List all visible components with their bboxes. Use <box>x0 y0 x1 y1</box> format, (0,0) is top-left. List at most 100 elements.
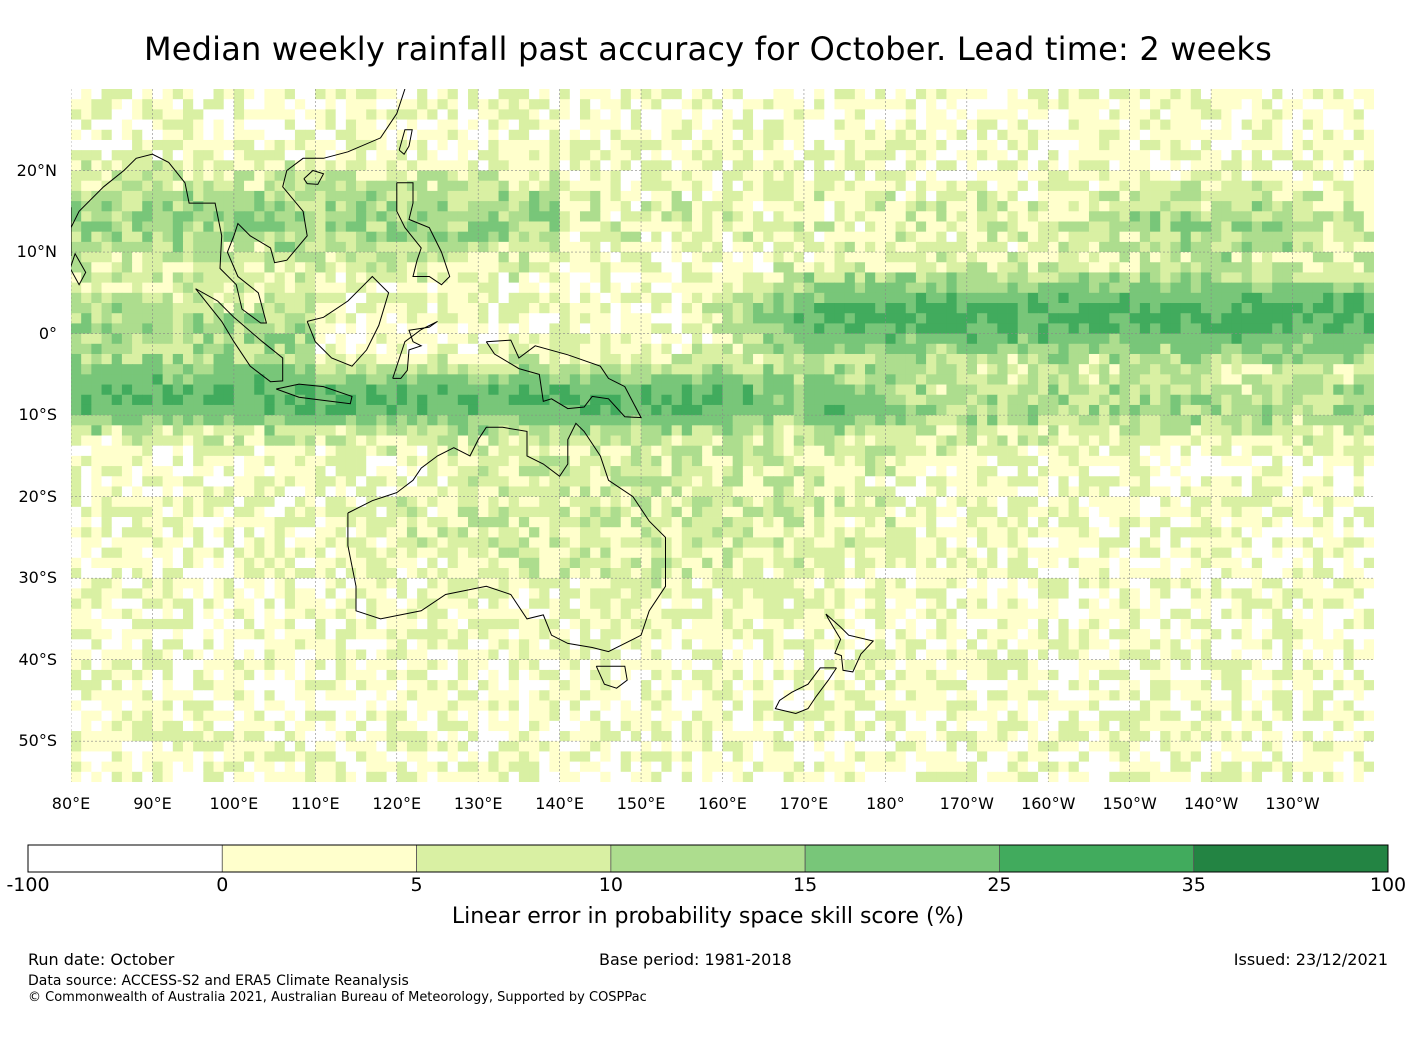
grid-cell <box>997 476 1008 487</box>
grid-cell <box>1027 364 1039 375</box>
grid-cell <box>91 323 102 334</box>
grid-cell <box>1027 476 1039 487</box>
grid-cell <box>875 374 886 385</box>
grid-cell <box>182 425 194 436</box>
grid-cell <box>172 160 184 171</box>
grid-cell <box>1200 404 1212 416</box>
grid-cell <box>579 445 591 457</box>
grid-cell <box>1221 313 1232 324</box>
grid-cell <box>1058 170 1070 182</box>
grid-cell <box>478 353 489 365</box>
grid-cell <box>71 353 82 365</box>
grid-cell <box>478 272 489 284</box>
grid-cell <box>905 292 917 304</box>
grid-cell <box>1170 353 1181 365</box>
grid-cell <box>264 353 275 365</box>
grid-cell <box>763 333 774 345</box>
grid-cell <box>1323 353 1334 365</box>
grid-cell <box>366 201 377 212</box>
grid-cell <box>620 99 632 110</box>
grid-cell <box>681 353 693 365</box>
grid-cell <box>193 252 204 263</box>
grid-cell <box>315 404 326 416</box>
grid-cell <box>875 170 886 182</box>
grid-cell <box>1302 282 1314 294</box>
grid-cell <box>976 415 988 426</box>
grid-cell <box>1262 384 1273 396</box>
grid-cell <box>661 374 672 385</box>
grid-cell <box>702 476 713 487</box>
grid-cell <box>732 404 744 416</box>
grid-cell <box>620 364 632 375</box>
grid-cell <box>1312 211 1324 222</box>
grid-cell <box>101 211 113 222</box>
grid-cell <box>417 343 428 355</box>
grid-cell <box>111 292 123 304</box>
grid-cell <box>478 435 489 447</box>
grid-cell <box>926 139 937 151</box>
grid-cell <box>742 445 754 457</box>
grid-cell <box>478 190 489 202</box>
grid-cell <box>824 445 835 457</box>
grid-cell <box>111 384 123 396</box>
grid-cell <box>539 374 550 385</box>
grid-cell <box>854 119 866 131</box>
grid-cell <box>1272 353 1283 365</box>
grid-cell <box>162 119 174 131</box>
grid-cell <box>753 415 764 426</box>
grid-cell <box>600 231 611 243</box>
grid-cell <box>193 221 204 233</box>
grid-cell <box>1170 303 1181 314</box>
grid-cell <box>294 119 306 131</box>
grid-cell <box>610 170 622 182</box>
grid-cell <box>1353 160 1365 171</box>
grid-cell <box>376 119 387 131</box>
grid-cell <box>1078 435 1090 447</box>
grid-cell <box>1282 180 1293 192</box>
grid-cell <box>1312 170 1324 182</box>
grid-cell <box>732 333 744 345</box>
grid-cell <box>142 160 153 171</box>
grid-cell <box>1312 150 1324 161</box>
grid-cell <box>926 252 937 263</box>
grid-cell <box>182 252 194 263</box>
grid-cell <box>142 445 153 457</box>
grid-cell <box>773 190 784 202</box>
grid-cell <box>1190 313 1202 324</box>
grid-cell <box>182 445 194 457</box>
grid-cell <box>498 303 510 314</box>
grid-cell <box>406 262 418 273</box>
grid-cell <box>1282 201 1293 212</box>
grid-cell <box>1150 262 1161 273</box>
grid-cell <box>569 272 581 284</box>
grid-cell <box>1272 252 1283 263</box>
grid-cell <box>976 170 988 182</box>
grid-cell <box>244 394 255 406</box>
grid-cell <box>926 221 937 233</box>
grid-cell <box>1292 150 1304 161</box>
grid-cell <box>121 252 133 263</box>
grid-cell <box>834 272 846 284</box>
grid-cell <box>101 170 113 182</box>
grid-cell <box>264 252 275 263</box>
grid-cell <box>1292 466 1304 477</box>
grid-cell <box>844 262 856 273</box>
grid-cell <box>712 476 723 487</box>
grid-cell <box>559 160 571 171</box>
grid-cell <box>1099 221 1110 233</box>
grid-cell <box>386 476 398 487</box>
grid-cell <box>987 201 998 212</box>
grid-cell <box>946 252 958 263</box>
grid-cell <box>468 374 479 385</box>
grid-cell <box>885 323 896 334</box>
grid-cell <box>1211 303 1222 314</box>
grid-cell <box>457 109 469 120</box>
grid-cell <box>81 160 92 171</box>
grid-cell <box>274 139 286 151</box>
grid-cell <box>895 241 907 253</box>
grid-cell <box>783 313 795 324</box>
grid-cell <box>437 262 449 273</box>
grid-cell <box>691 272 703 284</box>
grid-cell <box>895 323 907 334</box>
grid-cell <box>1129 466 1141 477</box>
